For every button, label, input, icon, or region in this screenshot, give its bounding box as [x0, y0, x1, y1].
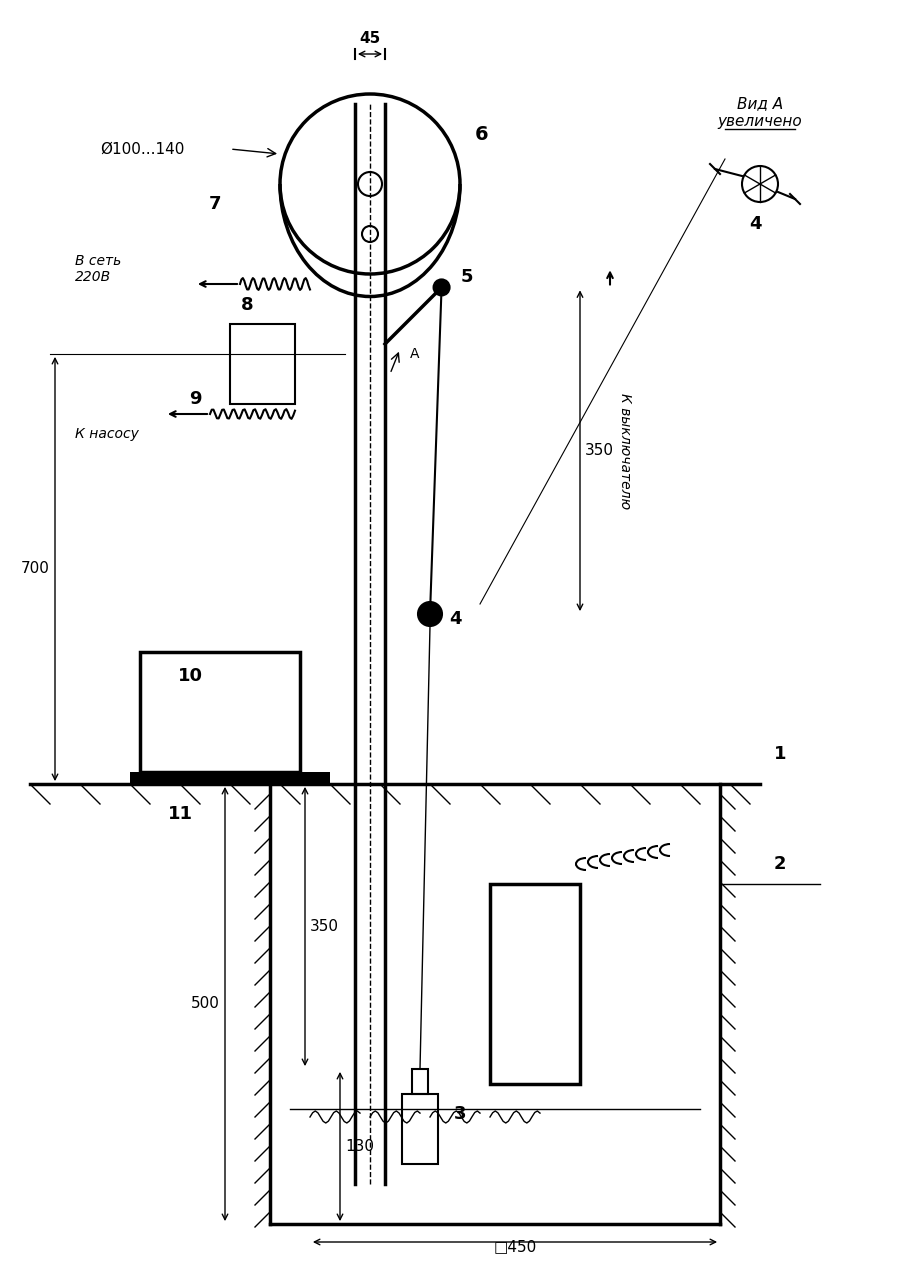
Circle shape [433, 280, 449, 295]
Text: 10: 10 [178, 666, 202, 684]
Text: 4: 4 [448, 610, 461, 628]
Text: К выключателю: К выключателю [617, 393, 631, 508]
Text: 6: 6 [474, 125, 488, 144]
Text: 8: 8 [241, 297, 253, 315]
Text: 1: 1 [773, 745, 786, 763]
Text: 350: 350 [584, 443, 613, 458]
Bar [130, 772, 329, 785]
Text: В сеть
220В: В сеть 220В [75, 254, 121, 284]
Text: 7: 7 [208, 195, 221, 213]
Text: 3: 3 [453, 1106, 465, 1124]
Bar [140, 652, 299, 772]
Text: Ø100...140: Ø100...140 [100, 141, 184, 157]
Text: 130: 130 [345, 1139, 373, 1154]
Bar [401, 1094, 437, 1165]
Text: 11: 11 [167, 805, 192, 823]
Text: 4: 4 [748, 214, 760, 232]
Text: 9: 9 [189, 390, 201, 408]
Text: Вид A
увеличено: Вид A увеличено [717, 96, 802, 128]
Bar [230, 324, 295, 404]
Text: A: A [410, 347, 419, 361]
Text: 2: 2 [773, 855, 786, 873]
Text: 700: 700 [21, 561, 50, 577]
Bar [490, 883, 579, 1084]
Bar [411, 1070, 428, 1094]
Text: □450: □450 [492, 1239, 536, 1254]
Text: К насосу: К насосу [75, 428, 139, 440]
Text: 45: 45 [359, 31, 381, 46]
Circle shape [418, 602, 441, 627]
Text: 5: 5 [460, 268, 473, 286]
Text: 500: 500 [191, 996, 220, 1012]
Text: 350: 350 [309, 919, 338, 933]
